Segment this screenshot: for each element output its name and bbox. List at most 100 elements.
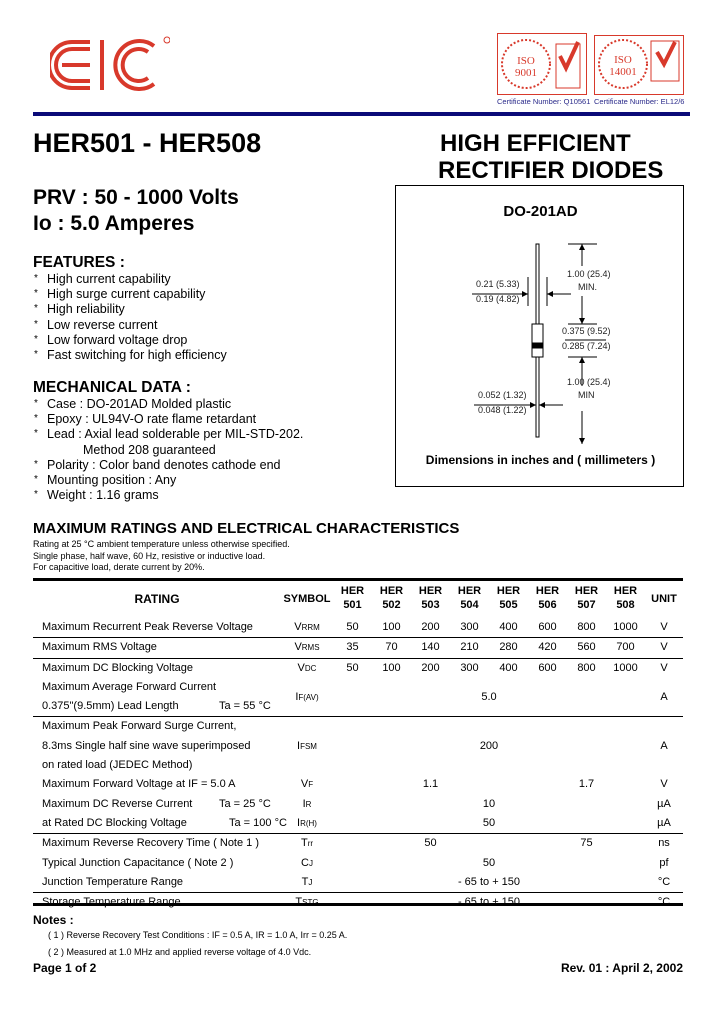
value-cell: 280 [489, 637, 528, 659]
col-her504: HER 504 [450, 584, 489, 612]
mech-item: Epoxy : UL94V-O rate flame retardant [33, 411, 303, 427]
col-symbol: SYMBOL [283, 593, 331, 606]
col-part-number: 501 [343, 599, 362, 611]
ratings-table: RATING SYMBOL HER 501 HER 502 HER 503 HER 504 HE… [33, 578, 683, 912]
iso14001-badge: ISO 14001 [594, 35, 684, 95]
ratings-conditions: Rating at 25 °C ambient temperature unle… [33, 539, 290, 574]
features-list: High current capability High surge curre… [33, 271, 227, 363]
unit-cell: V [645, 618, 683, 639]
table-row: Maximum Peak Forward Surge Current, 8.3ms… [33, 717, 683, 775]
value-cell: 800 [577, 661, 596, 674]
rating-cell: Maximum Reverse Recovery Time ( Note 1 ) [33, 834, 281, 854]
symbol-sub: RMS [301, 643, 320, 653]
value-cell: - 65 to + 150 [333, 872, 645, 894]
rating-text: Maximum Reverse Recovery Time ( Note 1 ) [42, 837, 259, 850]
value-cell: 50 [333, 813, 645, 835]
table-row: at Rated DC Blocking Voltage Ta = 100 °C … [33, 813, 683, 835]
rating-text: Maximum DC Reverse Current [42, 797, 193, 810]
lead-len-bottom-note: MIN [578, 390, 595, 400]
mech-item-continuation: Method 208 guaranteed [83, 442, 216, 457]
unit-cell: V [660, 778, 668, 791]
table-row: Typical Junction Capacitance ( Note 2 ) … [33, 854, 683, 873]
symbol-cell: VF [281, 775, 333, 794]
rating-cell: at Rated DC Blocking Voltage Ta = 100 °C [33, 813, 287, 835]
symbol-sub: F [308, 780, 314, 790]
col-her503: HER 503 [411, 584, 450, 612]
col-her502: HER 502 [372, 584, 411, 612]
col-her-label: HER [574, 585, 599, 597]
unit-cell: µA [657, 797, 671, 810]
svg-text:9001: 9001 [515, 67, 537, 79]
value-cell: 800 [567, 618, 606, 639]
col-her506: HER 506 [528, 584, 567, 612]
value-cell: 200 [411, 618, 450, 639]
value-cell: 5.0 [333, 677, 645, 718]
col-part-headers: HER 501 HER 502 HER 503 HER 504 HER 505 HER 506 HER 5… [333, 578, 645, 618]
symbol-sub: FSM [300, 741, 317, 751]
lead-dia-min: 0.048 (1.22) [478, 405, 527, 415]
package-diagram: DO-201AD 0.21 (5.33) 0.19 (4.82) 1.00 (2… [395, 185, 684, 487]
rating-text: 0.375"(9.5mm) Lead Length [42, 700, 179, 713]
symbol-cell: IR(H) [281, 813, 333, 835]
value-cell: 50 [333, 618, 372, 639]
symbol-sub: F(AV) [298, 692, 319, 702]
value-cell: 400 [499, 661, 518, 674]
diagram-title: DO-201AD [503, 203, 578, 220]
symbol-cell: IR [281, 795, 333, 814]
condition-line: Rating at 25 °C ambient temperature unle… [33, 539, 290, 549]
symbol-main: V [297, 661, 305, 674]
lead-dia-max: 0.052 (1.32) [478, 390, 527, 400]
value-cell: 200 [479, 739, 499, 752]
value-cell: 600 [538, 661, 557, 674]
symbol-main: T [295, 896, 302, 908]
col-part-number: 502 [382, 599, 401, 611]
table-row: Maximum Forward Voltage at IF = 5.0 A VF… [33, 775, 683, 794]
mech-item: Weight : 1.16 grams [33, 487, 303, 503]
table-bottom-rule [33, 903, 683, 906]
mech-item: Case : DO-201AD Molded plastic [33, 396, 303, 412]
feature-item: High reliability [33, 301, 227, 317]
table-row: Maximum RMS Voltage VRMS 35 70 140 210 280 42… [33, 637, 683, 659]
symbol-main: I [302, 797, 306, 810]
table-row: Maximum DC Reverse Current Ta = 25 °C IR … [33, 795, 683, 814]
rating-cell: Junction Temperature Range [33, 872, 281, 894]
col-unit: UNIT [651, 593, 677, 606]
mechanical-list: Case : DO-201AD Molded plastic Epoxy : U… [33, 396, 303, 503]
rating-cell: Maximum Forward Voltage at IF = 5.0 A [33, 775, 281, 794]
col-part-number: 503 [421, 599, 440, 611]
symbol-sub: RRM [301, 623, 320, 632]
notes-heading: Notes : [33, 913, 74, 927]
col-her-label: HER [613, 585, 638, 597]
svg-text:ISO: ISO [517, 55, 535, 67]
symbol-main: V [294, 621, 302, 633]
symbol-cell: TSTG [281, 893, 333, 913]
symbol-sub: R(H) [300, 818, 317, 828]
mech-item: Lead : Axial lead solderable per MIL-STD… [33, 426, 303, 442]
svg-text:ISO: ISO [614, 54, 632, 66]
value-cell: 50 [424, 837, 437, 850]
rating-condition: Ta = 25 °C [219, 797, 271, 810]
unit-cell: V [660, 661, 668, 674]
rating-cell: Maximum DC Reverse Current Ta = 25 °C [33, 795, 281, 814]
lead-len-bottom: 1.00 (25.4) [567, 377, 611, 387]
value-cell: 140 [411, 637, 450, 659]
value-cell: 50 [482, 856, 496, 869]
value-cell: 75 [580, 837, 593, 850]
symbol-sub: R [305, 799, 312, 809]
value-cell: 50 [346, 661, 359, 674]
unit-cell: A [645, 677, 683, 718]
symbol-cell: Trr [281, 834, 333, 854]
part-range: HER501 - HER508 [33, 128, 262, 158]
rating-text: 8.3ms Single half sine wave superimposed [42, 739, 251, 752]
col-rating: RATING [134, 592, 180, 607]
feature-item: High current capability [33, 271, 227, 287]
col-part-number: 506 [538, 599, 557, 611]
value-cell: 300 [450, 618, 489, 639]
rating-cell: Maximum DC Blocking Voltage [33, 658, 281, 678]
value-cell: 1000 [613, 661, 638, 674]
symbol-main: I [295, 690, 299, 703]
body-dia-max: 0.21 (5.33) [476, 279, 520, 289]
col-her507: HER 507 [567, 584, 606, 612]
ratings-heading: MAXIMUM RATINGS AND ELECTRICAL CHARACTER… [33, 520, 460, 537]
unit-cell: V [645, 637, 683, 659]
